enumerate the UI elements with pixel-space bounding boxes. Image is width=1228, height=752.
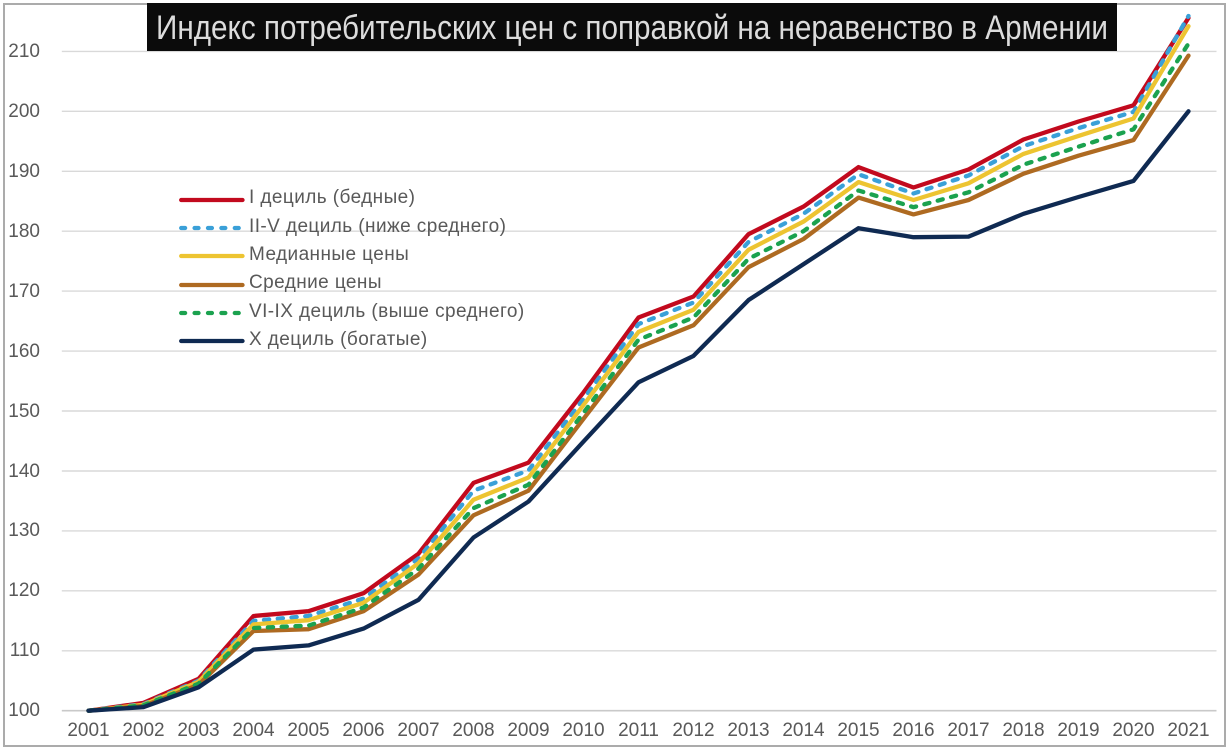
svg-text:Индекс потребительских цен с п: Индекс потребительских цен с поправкой н… <box>156 9 1108 47</box>
